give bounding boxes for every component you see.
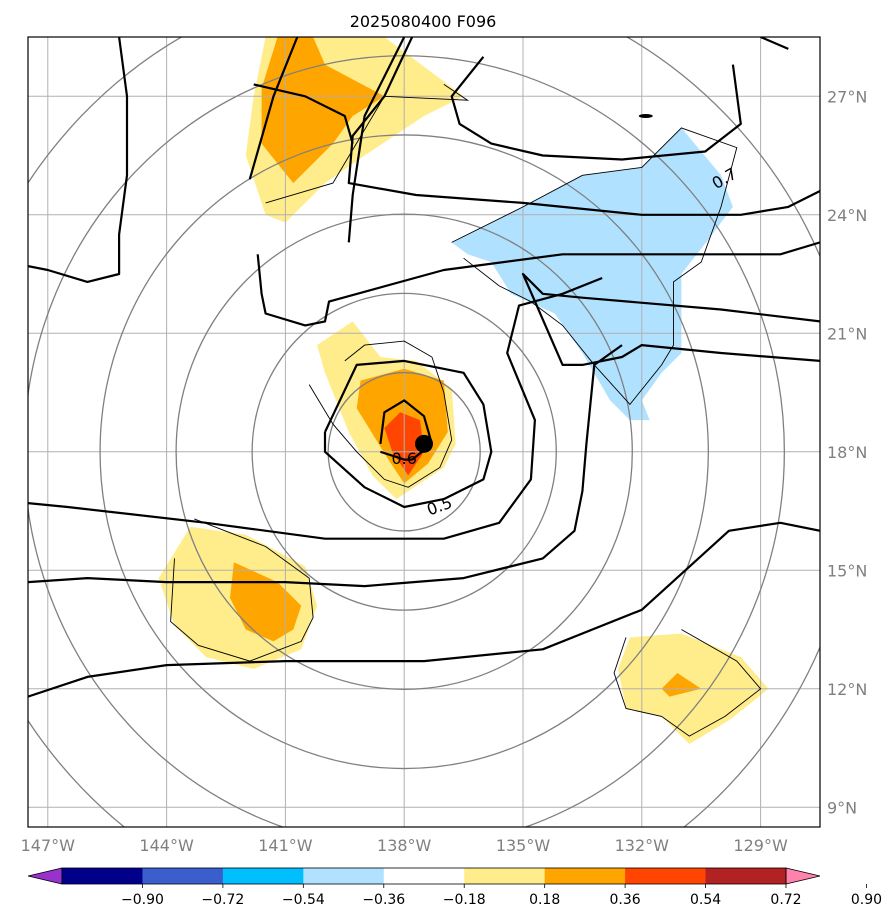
shade-region-1-3 <box>661 673 702 697</box>
y-tick-label: 24°N <box>827 206 867 225</box>
colorbar: −0.90 −0.72 −0.54 −0.36 −0.18 0.18 0.36 0.54 0.7… <box>27 867 882 908</box>
colorbar-bin <box>383 868 465 884</box>
solid-contour-line <box>28 521 820 698</box>
colorbar-label: −0.18 <box>443 892 486 908</box>
x-axis-ticks: 147°W 144°W 141°W 138°W 135°W 132°W 129°W <box>21 836 788 855</box>
solid-contour-line <box>248 37 299 180</box>
solid-contour-line <box>760 37 789 50</box>
map-frame <box>27 36 821 828</box>
solid-contour-line <box>347 37 820 216</box>
x-tick-label: 132°W <box>615 836 670 855</box>
colorbar-label: −0.54 <box>282 892 325 908</box>
thin-contour-line <box>451 127 738 406</box>
y-tick-label: 15°N <box>827 561 867 580</box>
map-plot-area <box>28 37 820 827</box>
colorbar-bin <box>464 868 546 884</box>
colorbar-bin <box>625 868 707 884</box>
x-tick-label: 144°W <box>139 836 194 855</box>
x-tick-label: 141°W <box>258 836 313 855</box>
colorbar-extend-low <box>27 867 63 885</box>
solid-contour-line <box>379 399 433 461</box>
y-tick-label: 27°N <box>827 87 867 106</box>
y-tick-label: 12°N <box>827 680 867 699</box>
colorbar-label: 0.90 <box>851 892 882 908</box>
colorbar-label: −0.36 <box>362 892 405 908</box>
range-ring <box>251 292 557 611</box>
range-ring <box>175 213 633 691</box>
chart-title: 2025080400 F096 <box>350 12 497 31</box>
x-tick-label: 135°W <box>496 836 551 855</box>
solid-contour-line <box>323 359 493 509</box>
contour-label: 0.6 <box>391 449 416 468</box>
colorbar-label: 0.18 <box>529 892 560 908</box>
colorbar-label: 0.36 <box>610 892 641 908</box>
colorbar-label: 0.72 <box>770 892 801 908</box>
solid-contour-line <box>253 83 354 144</box>
y-tick-label: 9°N <box>827 798 857 817</box>
range-ring <box>327 371 481 532</box>
storm-center-layer <box>415 434 433 453</box>
colorbar-label: −0.72 <box>201 892 244 908</box>
x-tick-label: 138°W <box>377 836 432 855</box>
contour-fragment <box>638 114 653 118</box>
solid-contour-line <box>521 272 820 366</box>
colorbar-outline <box>61 867 787 885</box>
colorbar-bin <box>222 868 304 884</box>
y-axis-ticks: 9°N 12°N 15°N 18°N 21°N 24°N 27°N <box>827 87 867 817</box>
colorbar-bin <box>544 868 626 884</box>
colorbar-bin <box>62 868 143 884</box>
x-tick-label: 147°W <box>21 836 76 855</box>
thin-contour-line <box>308 340 453 488</box>
storm-center-marker <box>415 434 433 453</box>
colorbar-label: −0.90 <box>121 892 164 908</box>
colorbar-bin <box>303 868 385 884</box>
solid-contour-line <box>28 344 623 588</box>
thin-contour-line <box>613 629 762 737</box>
colorbar-bin <box>142 868 224 884</box>
colorbar-bin <box>705 868 787 884</box>
colorbar-extend-high <box>785 867 821 885</box>
solid-contour-line <box>450 56 742 161</box>
y-tick-label: 21°N <box>827 324 867 343</box>
solid-contour-line <box>28 37 129 283</box>
solid-contour-line <box>256 241 820 327</box>
thin-contour-line <box>170 518 314 662</box>
range-ring <box>99 134 709 770</box>
solid-contours <box>28 37 820 698</box>
x-tick-label: 129°W <box>733 836 788 855</box>
solid-contour-line <box>347 37 406 243</box>
colorbar-label: 0.54 <box>690 892 721 908</box>
solid-contour-line <box>28 276 603 540</box>
y-tick-label: 18°N <box>827 443 867 462</box>
